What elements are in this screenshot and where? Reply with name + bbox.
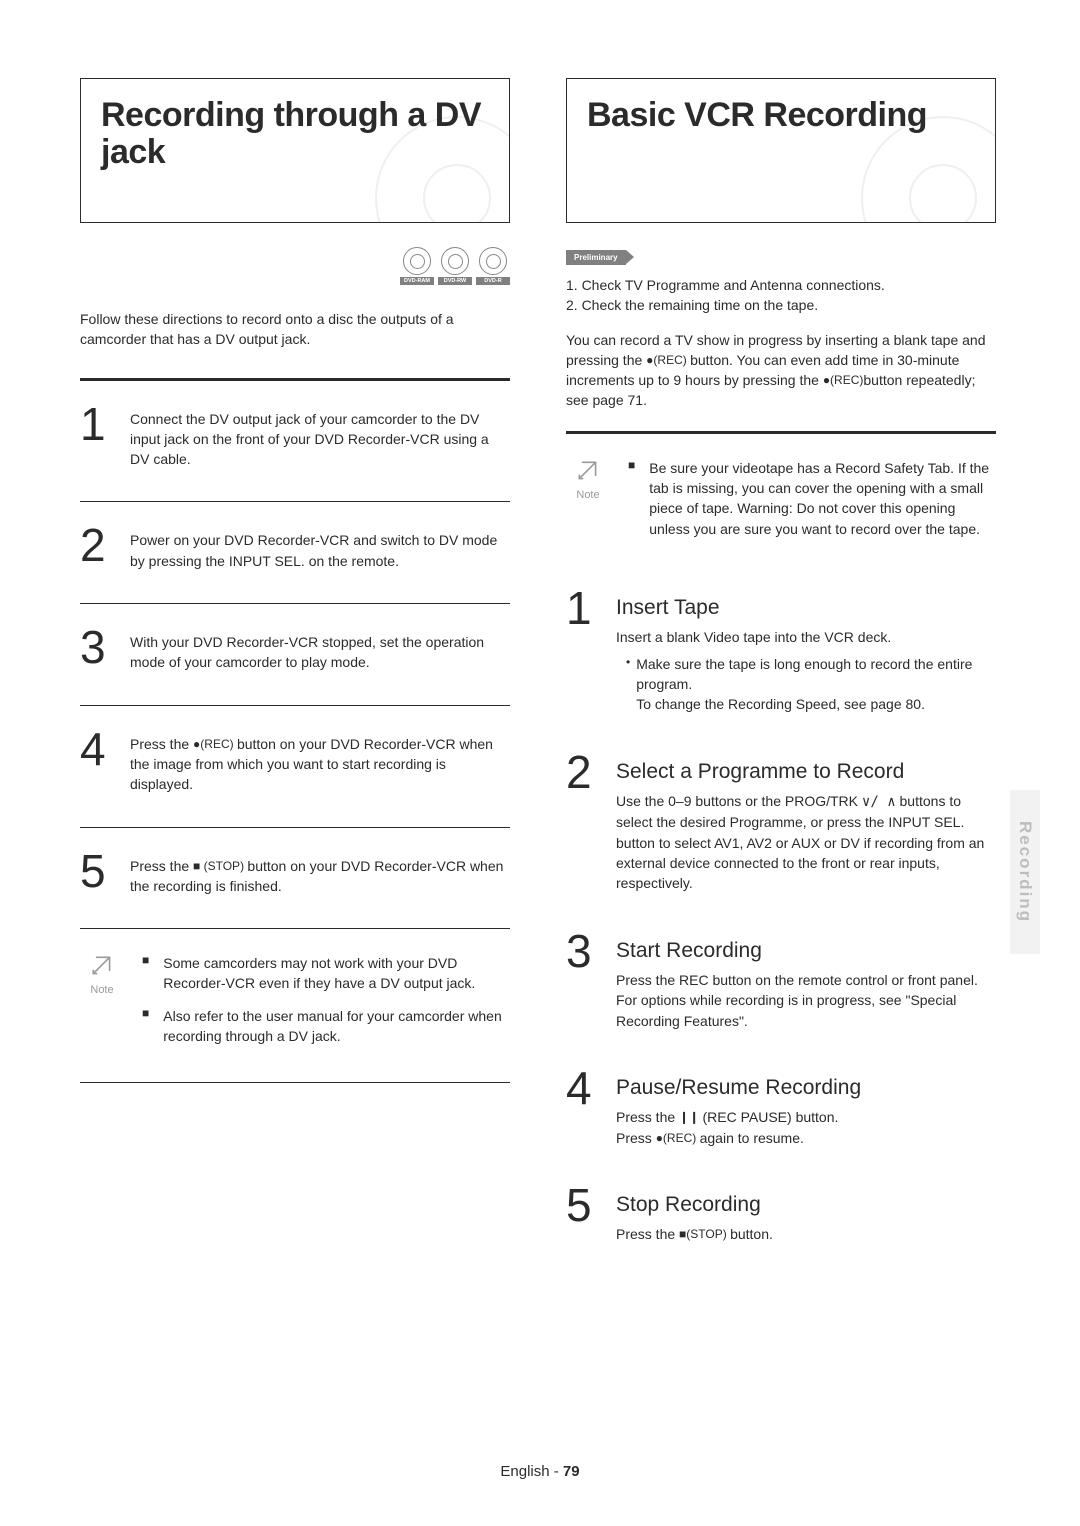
left-step-2: 2 Power on your DVD Recorder-VCR and swi… bbox=[80, 526, 510, 571]
disc-tags: DVD-RAM DVD-RW DVD-R bbox=[80, 247, 510, 285]
right-step-1: 1 Insert Tape Insert a blank Video tape … bbox=[566, 589, 996, 715]
rule bbox=[80, 1082, 510, 1083]
rule bbox=[80, 827, 510, 828]
bullet-icon: • bbox=[626, 654, 630, 715]
progress-para: You can record a TV show in progress by … bbox=[566, 330, 996, 411]
bullet-icon: ■ bbox=[142, 953, 149, 994]
rule bbox=[80, 603, 510, 604]
preliminary-tag: Preliminary bbox=[566, 250, 626, 265]
left-step-4: 4 Press the ●(REC) button on your DVD Re… bbox=[80, 730, 510, 795]
right-title-box: Basic VCR Recording bbox=[566, 78, 996, 223]
rule bbox=[566, 431, 996, 434]
disc-dvd-ram: DVD-RAM bbox=[400, 247, 434, 285]
record-icon: ●(REC) bbox=[193, 737, 237, 751]
note-icon: Note bbox=[80, 953, 124, 999]
disc-dvd-rw: DVD-RW bbox=[438, 247, 472, 285]
check-list: 1. Check TV Programme and Antenna connec… bbox=[566, 275, 996, 316]
right-step-2: 2 Select a Programme to Record Use the 0… bbox=[566, 753, 996, 894]
pause-icon: ❙❙ bbox=[679, 1110, 702, 1124]
stop-icon: ■(STOP) bbox=[679, 1227, 730, 1241]
left-title: Recording through a DV jack bbox=[101, 97, 489, 172]
right-step-5: 5 Stop Recording Press the ■(STOP) butto… bbox=[566, 1186, 996, 1245]
rule bbox=[80, 705, 510, 706]
right-title: Basic VCR Recording bbox=[587, 97, 975, 134]
left-title-box: Recording through a DV jack bbox=[80, 78, 510, 223]
record-icon: ●(REC) bbox=[656, 1131, 700, 1145]
page-footer: English - 79 bbox=[0, 1463, 1080, 1480]
rule bbox=[80, 378, 510, 381]
record-icon: ●(REC) bbox=[646, 353, 690, 367]
section-tab: Recording bbox=[1010, 790, 1040, 954]
bullet-icon: ■ bbox=[628, 458, 635, 539]
left-step-1: 1 Connect the DV output jack of your cam… bbox=[80, 405, 510, 470]
disc-dvd-r: DVD-R bbox=[476, 247, 510, 285]
left-step-3: 3 With your DVD Recorder-VCR stopped, se… bbox=[80, 628, 510, 673]
left-intro: Follow these directions to record onto a… bbox=[80, 309, 510, 350]
right-step-3: 3 Start Recording Press the REC button o… bbox=[566, 932, 996, 1031]
note-icon: Note bbox=[566, 458, 610, 504]
left-note: Note ■ Some camcorders may not work with… bbox=[80, 953, 510, 1058]
stop-icon: ■ (STOP) bbox=[193, 859, 247, 873]
record-icon: ●(REC) bbox=[823, 373, 864, 387]
updown-icon: ∨/ ∧ bbox=[862, 794, 896, 810]
left-step-5: 5 Press the ■ (STOP) button on your DVD … bbox=[80, 852, 510, 897]
rule bbox=[80, 501, 510, 502]
right-step-4: 4 Pause/Resume Recording Press the ❙❙ (R… bbox=[566, 1069, 996, 1148]
bullet-icon: ■ bbox=[142, 1006, 149, 1047]
rule bbox=[80, 928, 510, 929]
right-note: Note ■ Be sure your videotape has a Reco… bbox=[566, 458, 996, 551]
